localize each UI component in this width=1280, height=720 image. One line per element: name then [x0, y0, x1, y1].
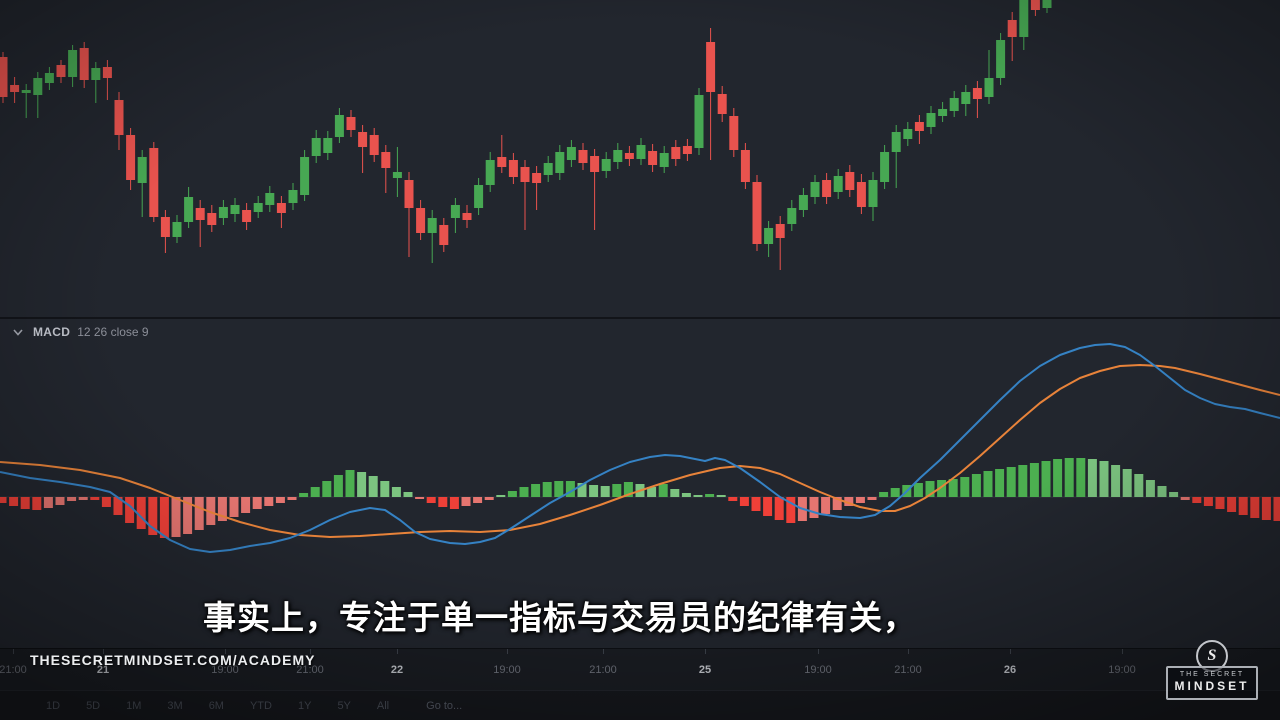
axis-tick: [818, 649, 819, 654]
range-button-5y[interactable]: 5Y: [337, 700, 351, 712]
axis-time-label[interactable]: 19:00: [211, 664, 239, 676]
axis-time-label[interactable]: 19:00: [1108, 664, 1136, 676]
range-button-ytd[interactable]: YTD: [249, 700, 272, 712]
brand-logo-box: THE SECRET MINDSET: [1166, 666, 1258, 700]
axis-tick: [310, 649, 311, 654]
axis-tick: [908, 649, 909, 654]
brand-logo: S THE SECRET MINDSET: [1166, 640, 1258, 702]
time-axis[interactable]: 21:00 21 19:00 21:00 22 19:00 21:00 25 19:00 21:0…: [0, 648, 1280, 691]
indicator-legend: MACD 12 26 close 9: [10, 324, 149, 340]
axis-tick: [507, 649, 508, 654]
axis-tick: [103, 649, 104, 654]
macd-histogram-layer: [0, 458, 1280, 538]
axis-time-label[interactable]: 19:00: [493, 664, 521, 676]
range-button-1m[interactable]: 1M: [126, 700, 142, 712]
price-and-macd-chart[interactable]: [0, 0, 1280, 655]
axis-tick: [1122, 649, 1123, 654]
range-button-all[interactable]: All: [376, 700, 390, 712]
indicator-name[interactable]: MACD: [33, 325, 71, 339]
axis-date-label[interactable]: 26: [1003, 664, 1017, 676]
brand-line2: MINDSET: [1174, 679, 1250, 693]
range-button-3m[interactable]: 3M: [167, 700, 183, 712]
candlestick-layer: [0, 0, 1052, 270]
goto-date-button[interactable]: Go to...: [426, 700, 463, 712]
axis-time-label[interactable]: 21:00: [589, 664, 617, 676]
chevron-down-icon[interactable]: [10, 324, 26, 340]
axis-date-label[interactable]: 21: [96, 664, 110, 676]
axis-date-label[interactable]: 25: [698, 664, 712, 676]
range-button-6m[interactable]: 6M: [208, 700, 224, 712]
brand-line1: THE SECRET: [1179, 671, 1245, 678]
macd-main-line: [0, 343, 1280, 553]
axis-time-label[interactable]: 21:00: [0, 664, 27, 676]
range-toolbar: 1D 5D 1M 3M 6M YTD 1Y 5Y All Go to...: [0, 690, 1280, 720]
axis-tick: [705, 649, 706, 654]
subtitle-caption: 事实上，专注于单一指标与交易员的纪律有关，: [203, 599, 917, 636]
axis-tick: [397, 649, 398, 654]
axis-time-label[interactable]: 21:00: [894, 664, 922, 676]
range-button-1y[interactable]: 1Y: [297, 700, 312, 712]
watermark-url: THESECRETMINDSET.COM/ACADEMY: [30, 652, 316, 668]
axis-time-label[interactable]: 19:00: [804, 664, 832, 676]
axis-tick: [1010, 649, 1011, 654]
axis-tick: [13, 649, 14, 654]
indicator-params: 12 26 close 9: [77, 325, 149, 339]
axis-tick: [225, 649, 226, 654]
range-button-1d[interactable]: 1D: [46, 700, 61, 712]
macd-signal-line: [0, 364, 1280, 538]
axis-date-label[interactable]: 22: [390, 664, 404, 676]
pane-divider[interactable]: [0, 317, 1280, 319]
range-button-5d[interactable]: 5D: [86, 700, 101, 712]
axis-time-label[interactable]: 21:00: [296, 664, 324, 676]
axis-tick: [603, 649, 604, 654]
